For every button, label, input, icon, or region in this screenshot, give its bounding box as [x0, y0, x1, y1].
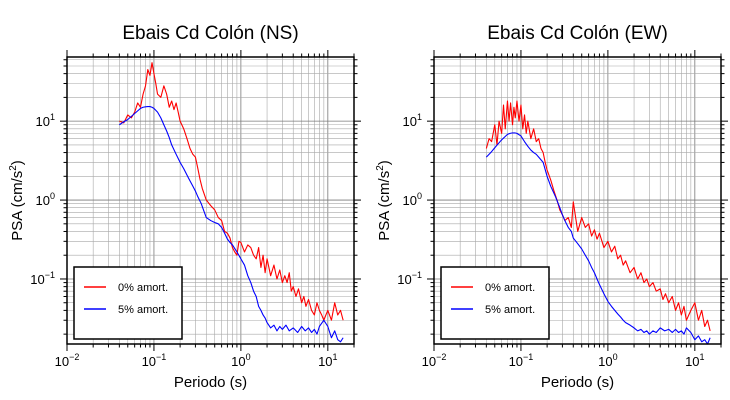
y-axis-label: PSA (cm/s2)	[8, 160, 26, 241]
y-tick-label: 10−1	[397, 270, 422, 287]
x-tick-label: 10−1	[509, 352, 534, 369]
x-axis-label: Periodo (s)	[174, 374, 247, 391]
chart-panel-ns: Ebais Cd Colón (NS) 10−2 10−1 100 101 10−1 100…	[8, 23, 361, 391]
legend-label: 5% amort.	[118, 304, 168, 316]
x-tick-label: 10−1	[142, 352, 167, 369]
series-line-0-amort-	[119, 62, 344, 321]
legend: 0% amort. 5% amort.	[440, 266, 550, 340]
legend-label: 0% amort.	[118, 282, 168, 294]
y-tick-label: 100	[403, 191, 422, 208]
plot-frame	[433, 56, 722, 345]
chart-title: Ebais Cd Colón (NS)	[122, 23, 298, 44]
y-tick-label: 101	[403, 112, 422, 129]
legend-box	[440, 266, 550, 340]
chart-panel-ew: Ebais Cd Colón (EW) 10−2 10−1 100 101 10−1 100…	[375, 23, 728, 391]
grid	[60, 50, 361, 351]
x-tick-label: 10−2	[422, 352, 447, 369]
legend-label: 5% amort.	[485, 304, 535, 316]
legend: 0% amort. 5% amort.	[73, 266, 183, 340]
x-tick-label: 100	[231, 352, 250, 369]
x-tick-label: 101	[318, 352, 337, 369]
y-tick-label: 100	[36, 191, 55, 208]
chart-title: Ebais Cd Colón (EW)	[487, 23, 668, 44]
legend-box	[73, 266, 183, 340]
legend-label: 0% amort.	[485, 282, 535, 294]
x-tick-label: 100	[598, 352, 617, 369]
y-tick-label: 10−1	[30, 270, 55, 287]
x-axis-label: Periodo (s)	[541, 374, 614, 391]
x-tick-label: 101	[685, 352, 704, 369]
plot-frame	[66, 56, 355, 345]
series-line-5-amort-	[119, 106, 344, 343]
y-tick-label: 101	[36, 112, 55, 129]
x-tick-label: 10−2	[55, 352, 80, 369]
series-line-5-amort-	[485, 132, 711, 345]
y-axis-label: PSA (cm/s2)	[375, 160, 393, 241]
series-line-0-amort-	[485, 100, 711, 332]
